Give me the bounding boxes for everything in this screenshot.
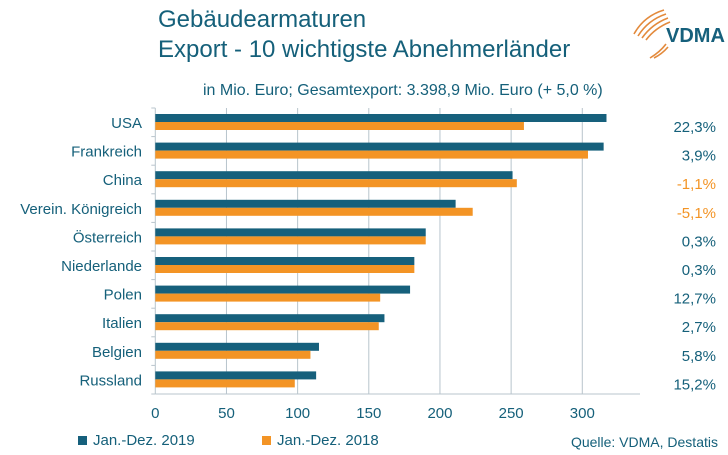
bar-2018 <box>155 207 473 216</box>
bar-2018 <box>155 179 517 188</box>
category-label: Österreich <box>73 228 142 246</box>
change-label: 22,3% <box>673 119 716 136</box>
change-label: 5,8% <box>682 348 716 365</box>
category-label: Niederlande <box>61 258 142 275</box>
x-tick-label: 150 <box>356 405 381 422</box>
chart-title-line1: Gebäudearmaturen <box>158 6 367 33</box>
legend-label-2018: Jan.-Dez. 2018 <box>277 432 379 449</box>
legend-item-2019: Jan.-Dez. 2019 <box>78 432 195 449</box>
bar-2019 <box>155 314 385 323</box>
change-label: 3,9% <box>682 148 716 165</box>
chart-subtitle: in Mio. Euro; Gesamtexport: 3.398,9 Mio.… <box>203 82 603 99</box>
chart-title-line2: Export - 10 wichtigste Abnehmerländer <box>158 36 571 63</box>
bar-2019 <box>155 371 317 380</box>
bar-2019 <box>155 171 513 180</box>
category-label: Polen <box>104 287 142 304</box>
x-tick-label: 200 <box>427 405 452 422</box>
bar-2018 <box>155 350 311 359</box>
change-label: 0,3% <box>682 262 716 279</box>
category-label: Verein. Königreich <box>20 201 142 218</box>
bar-2019 <box>155 228 426 237</box>
x-tick-label: 300 <box>570 405 595 422</box>
vdma-logo: VDMA <box>633 9 725 59</box>
svg-text:VDMA: VDMA <box>666 25 725 47</box>
legend-swatch-2018 <box>262 436 271 445</box>
x-tick-label: 0 <box>151 405 159 422</box>
change-label: 15,2% <box>673 376 716 393</box>
category-label: China <box>103 172 143 189</box>
legend-item-2018: Jan.-Dez. 2018 <box>262 432 379 449</box>
bar-2018 <box>155 322 379 331</box>
category-label: Italien <box>102 315 142 332</box>
bar-2019 <box>155 342 319 351</box>
x-tick-label: 250 <box>499 405 524 422</box>
x-tick-label: 50 <box>218 405 235 422</box>
bar-2019 <box>155 114 607 122</box>
x-tick-label: 100 <box>285 405 310 422</box>
change-label: -1,1% <box>677 176 716 193</box>
bar-2018 <box>155 122 524 130</box>
change-label: 0,3% <box>682 233 716 250</box>
change-label: -5,1% <box>677 205 716 222</box>
bar-2018 <box>155 265 415 273</box>
bar-2019 <box>155 285 411 294</box>
bar-2019 <box>155 142 604 151</box>
change-label: 12,7% <box>673 291 716 308</box>
category-label: Frankreich <box>71 144 142 161</box>
bar-2018 <box>155 293 381 302</box>
bar-2018 <box>155 150 588 159</box>
source-note: Quelle: VDMA, Destatis <box>570 434 718 450</box>
legend-swatch-2019 <box>78 436 87 445</box>
category-label: USA <box>111 115 142 132</box>
legend-label-2019: Jan.-Dez. 2019 <box>93 432 195 449</box>
bar-2018 <box>155 236 426 245</box>
bar-2018 <box>155 379 295 388</box>
bar-2019 <box>155 257 415 265</box>
bar-2019 <box>155 199 456 208</box>
category-label: Russland <box>79 372 142 389</box>
category-label: Belgien <box>92 344 142 361</box>
change-label: 2,7% <box>682 319 716 336</box>
